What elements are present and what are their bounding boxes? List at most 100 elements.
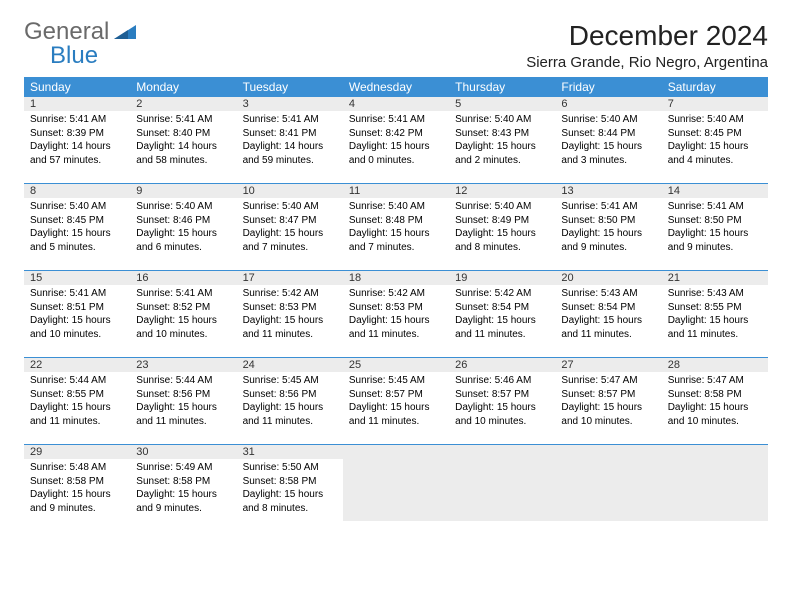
logo-general: General — [24, 18, 109, 45]
calendar-cell: 12Sunrise: 5:40 AMSunset: 8:49 PMDayligh… — [449, 184, 555, 260]
calendar-cell: 27Sunrise: 5:47 AMSunset: 8:57 PMDayligh… — [555, 358, 661, 434]
calendar-cell: 20Sunrise: 5:43 AMSunset: 8:54 PMDayligh… — [555, 271, 661, 347]
calendar-cell: 14Sunrise: 5:41 AMSunset: 8:50 PMDayligh… — [662, 184, 768, 260]
day-details: Sunrise: 5:49 AMSunset: 8:58 PMDaylight:… — [130, 459, 236, 521]
day-number: 15 — [24, 271, 130, 285]
calendar-cell: 26Sunrise: 5:46 AMSunset: 8:57 PMDayligh… — [449, 358, 555, 434]
day-number: 19 — [449, 271, 555, 285]
calendar-cell: 5Sunrise: 5:40 AMSunset: 8:43 PMDaylight… — [449, 97, 555, 173]
day-details: Sunrise: 5:42 AMSunset: 8:54 PMDaylight:… — [449, 285, 555, 347]
logo-text: General Blue — [24, 20, 136, 68]
day-details: Sunrise: 5:43 AMSunset: 8:54 PMDaylight:… — [555, 285, 661, 347]
day-number: 12 — [449, 184, 555, 198]
day-details: Sunrise: 5:43 AMSunset: 8:55 PMDaylight:… — [662, 285, 768, 347]
calendar-week: 8Sunrise: 5:40 AMSunset: 8:45 PMDaylight… — [24, 183, 768, 260]
calendar-cell: 7Sunrise: 5:40 AMSunset: 8:45 PMDaylight… — [662, 97, 768, 173]
day-details: Sunrise: 5:41 AMSunset: 8:50 PMDaylight:… — [662, 198, 768, 260]
calendar-cell: 10Sunrise: 5:40 AMSunset: 8:47 PMDayligh… — [237, 184, 343, 260]
day-details: Sunrise: 5:40 AMSunset: 8:47 PMDaylight:… — [237, 198, 343, 260]
day-details: Sunrise: 5:40 AMSunset: 8:45 PMDaylight:… — [24, 198, 130, 260]
calendar-cell: 11Sunrise: 5:40 AMSunset: 8:48 PMDayligh… — [343, 184, 449, 260]
day-details: Sunrise: 5:41 AMSunset: 8:51 PMDaylight:… — [24, 285, 130, 347]
day-details: Sunrise: 5:40 AMSunset: 8:43 PMDaylight:… — [449, 111, 555, 173]
calendar-cell-empty — [343, 445, 449, 521]
day-details: Sunrise: 5:40 AMSunset: 8:46 PMDaylight:… — [130, 198, 236, 260]
day-number: 9 — [130, 184, 236, 198]
calendar: SundayMondayTuesdayWednesdayThursdayFrid… — [24, 77, 768, 521]
calendar-cell: 9Sunrise: 5:40 AMSunset: 8:46 PMDaylight… — [130, 184, 236, 260]
day-details: Sunrise: 5:45 AMSunset: 8:56 PMDaylight:… — [237, 372, 343, 434]
week-gap — [24, 260, 768, 270]
day-number: 2 — [130, 97, 236, 111]
day-details: Sunrise: 5:41 AMSunset: 8:40 PMDaylight:… — [130, 111, 236, 173]
day-details: Sunrise: 5:42 AMSunset: 8:53 PMDaylight:… — [343, 285, 449, 347]
calendar-cell: 18Sunrise: 5:42 AMSunset: 8:53 PMDayligh… — [343, 271, 449, 347]
calendar-body: 1Sunrise: 5:41 AMSunset: 8:39 PMDaylight… — [24, 97, 768, 521]
day-number: 24 — [237, 358, 343, 372]
calendar-cell: 15Sunrise: 5:41 AMSunset: 8:51 PMDayligh… — [24, 271, 130, 347]
day-number: 3 — [237, 97, 343, 111]
week-gap — [24, 434, 768, 444]
day-number: 4 — [343, 97, 449, 111]
calendar-cell: 2Sunrise: 5:41 AMSunset: 8:40 PMDaylight… — [130, 97, 236, 173]
calendar-week: 15Sunrise: 5:41 AMSunset: 8:51 PMDayligh… — [24, 270, 768, 347]
header: General Blue December 2024 Sierra Grande… — [24, 20, 768, 71]
day-header: Monday — [130, 77, 236, 97]
calendar-cell: 3Sunrise: 5:41 AMSunset: 8:41 PMDaylight… — [237, 97, 343, 173]
day-number: 6 — [555, 97, 661, 111]
day-number: 11 — [343, 184, 449, 198]
calendar-cell: 6Sunrise: 5:40 AMSunset: 8:44 PMDaylight… — [555, 97, 661, 173]
day-details: Sunrise: 5:40 AMSunset: 8:48 PMDaylight:… — [343, 198, 449, 260]
day-details: Sunrise: 5:41 AMSunset: 8:39 PMDaylight:… — [24, 111, 130, 173]
calendar-cell: 30Sunrise: 5:49 AMSunset: 8:58 PMDayligh… — [130, 445, 236, 521]
calendar-cell: 4Sunrise: 5:41 AMSunset: 8:42 PMDaylight… — [343, 97, 449, 173]
day-number: 27 — [555, 358, 661, 372]
day-details: Sunrise: 5:50 AMSunset: 8:58 PMDaylight:… — [237, 459, 343, 521]
calendar-cell: 29Sunrise: 5:48 AMSunset: 8:58 PMDayligh… — [24, 445, 130, 521]
calendar-cell: 8Sunrise: 5:40 AMSunset: 8:45 PMDaylight… — [24, 184, 130, 260]
day-number: 7 — [662, 97, 768, 111]
calendar-week: 22Sunrise: 5:44 AMSunset: 8:55 PMDayligh… — [24, 357, 768, 434]
calendar-cell: 23Sunrise: 5:44 AMSunset: 8:56 PMDayligh… — [130, 358, 236, 434]
calendar-cell: 13Sunrise: 5:41 AMSunset: 8:50 PMDayligh… — [555, 184, 661, 260]
day-header: Wednesday — [343, 77, 449, 97]
day-header: Tuesday — [237, 77, 343, 97]
day-details: Sunrise: 5:44 AMSunset: 8:55 PMDaylight:… — [24, 372, 130, 434]
day-details: Sunrise: 5:48 AMSunset: 8:58 PMDaylight:… — [24, 459, 130, 521]
day-details: Sunrise: 5:41 AMSunset: 8:42 PMDaylight:… — [343, 111, 449, 173]
day-details: Sunrise: 5:40 AMSunset: 8:49 PMDaylight:… — [449, 198, 555, 260]
day-number: 25 — [343, 358, 449, 372]
day-number: 18 — [343, 271, 449, 285]
calendar-cell: 21Sunrise: 5:43 AMSunset: 8:55 PMDayligh… — [662, 271, 768, 347]
day-details: Sunrise: 5:45 AMSunset: 8:57 PMDaylight:… — [343, 372, 449, 434]
calendar-cell: 24Sunrise: 5:45 AMSunset: 8:56 PMDayligh… — [237, 358, 343, 434]
day-details: Sunrise: 5:41 AMSunset: 8:41 PMDaylight:… — [237, 111, 343, 173]
day-number: 17 — [237, 271, 343, 285]
day-details: Sunrise: 5:40 AMSunset: 8:44 PMDaylight:… — [555, 111, 661, 173]
calendar-cell: 22Sunrise: 5:44 AMSunset: 8:55 PMDayligh… — [24, 358, 130, 434]
day-details: Sunrise: 5:47 AMSunset: 8:58 PMDaylight:… — [662, 372, 768, 434]
day-number: 28 — [662, 358, 768, 372]
calendar-cell-empty — [555, 445, 661, 521]
calendar-cell-empty — [662, 445, 768, 521]
day-details: Sunrise: 5:44 AMSunset: 8:56 PMDaylight:… — [130, 372, 236, 434]
calendar-cell: 19Sunrise: 5:42 AMSunset: 8:54 PMDayligh… — [449, 271, 555, 347]
day-number: 8 — [24, 184, 130, 198]
day-header: Saturday — [662, 77, 768, 97]
day-number: 21 — [662, 271, 768, 285]
calendar-cell: 28Sunrise: 5:47 AMSunset: 8:58 PMDayligh… — [662, 358, 768, 434]
calendar-week: 1Sunrise: 5:41 AMSunset: 8:39 PMDaylight… — [24, 97, 768, 173]
day-number: 10 — [237, 184, 343, 198]
day-details: Sunrise: 5:42 AMSunset: 8:53 PMDaylight:… — [237, 285, 343, 347]
calendar-cell: 31Sunrise: 5:50 AMSunset: 8:58 PMDayligh… — [237, 445, 343, 521]
day-header: Friday — [555, 77, 661, 97]
calendar-week: 29Sunrise: 5:48 AMSunset: 8:58 PMDayligh… — [24, 444, 768, 521]
day-details: Sunrise: 5:41 AMSunset: 8:52 PMDaylight:… — [130, 285, 236, 347]
day-number: 5 — [449, 97, 555, 111]
month-title: December 2024 — [526, 20, 768, 52]
calendar-cell: 25Sunrise: 5:45 AMSunset: 8:57 PMDayligh… — [343, 358, 449, 434]
day-details: Sunrise: 5:47 AMSunset: 8:57 PMDaylight:… — [555, 372, 661, 434]
day-details: Sunrise: 5:41 AMSunset: 8:50 PMDaylight:… — [555, 198, 661, 260]
day-number: 31 — [237, 445, 343, 459]
day-number: 22 — [24, 358, 130, 372]
